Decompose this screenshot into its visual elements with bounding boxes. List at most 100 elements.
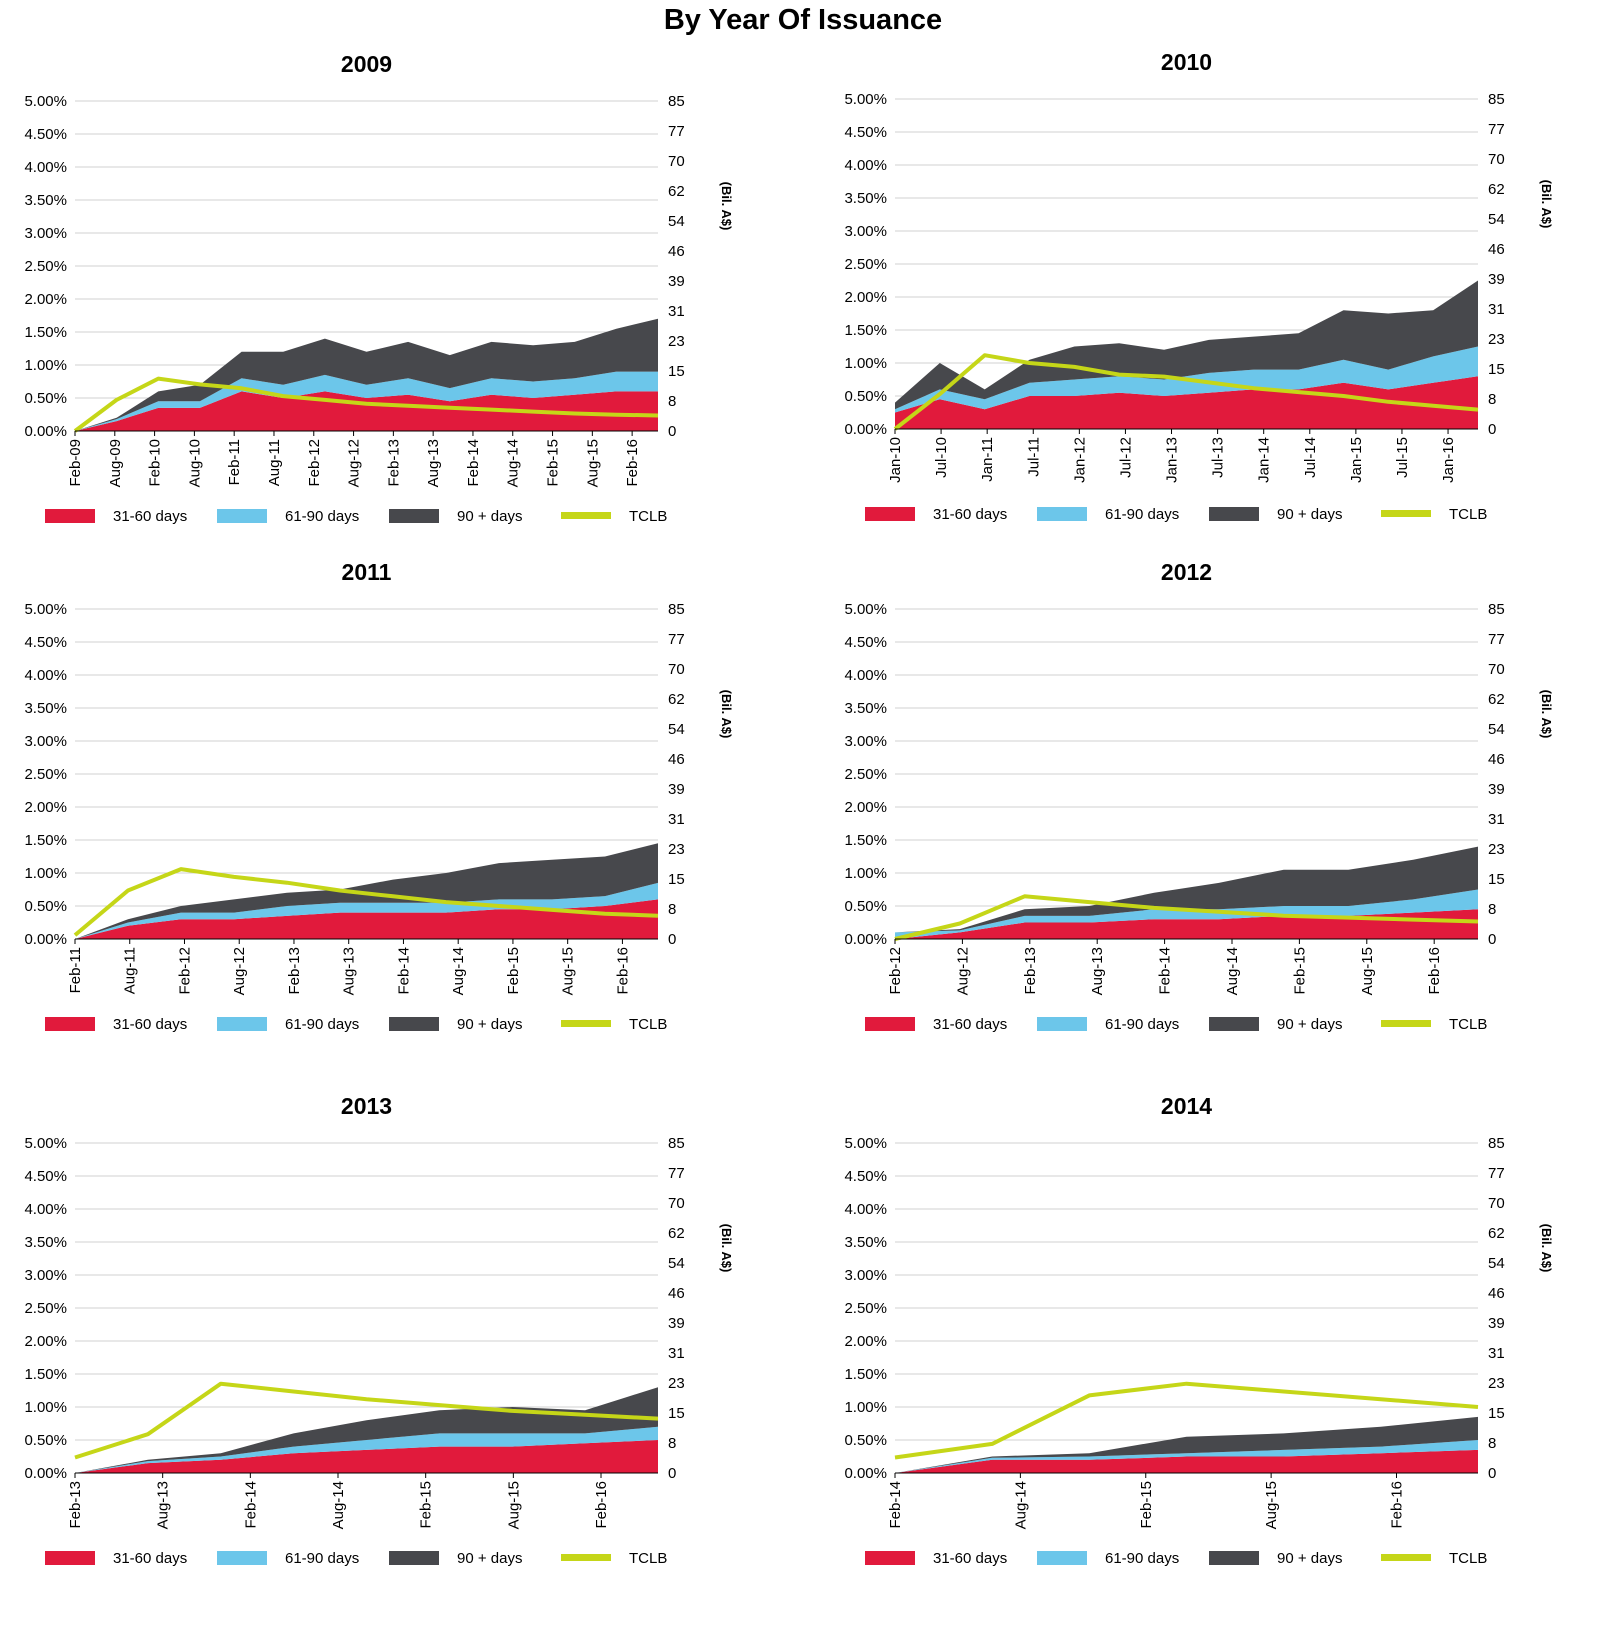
- right-axis-tick: 77: [668, 123, 685, 140]
- right-axis-label: (Bil. A$): [1539, 1224, 1554, 1273]
- left-axis-tick: 2.50%: [24, 258, 67, 275]
- legend-label-d61_90: 61-90 days: [1105, 1016, 1179, 1033]
- legend-swatch-d90p: [1209, 1551, 1259, 1565]
- legend-swatch-d90p: [1209, 507, 1259, 521]
- x-axis-tick-label: Feb-16: [593, 1481, 610, 1529]
- legend-label-d90p: 90 + days: [457, 1550, 522, 1567]
- area-d90p: [75, 843, 658, 939]
- right-axis-tick: 62: [668, 1225, 685, 1242]
- area-d31_60: [75, 1440, 658, 1473]
- x-axis-tick-label: Feb-14: [1157, 947, 1174, 995]
- line-tclb: [893, 353, 1479, 431]
- legend-label-d90p: 90 + days: [1277, 1016, 1342, 1033]
- left-axis-tick: 1.50%: [24, 832, 67, 849]
- right-axis-tick: 15: [668, 1405, 685, 1422]
- x-axis-tick-label: Aug-12: [231, 947, 248, 995]
- legend-swatch-d61_90: [217, 1017, 267, 1031]
- chart-panel-2013: 2013 5.00% 4.50% 4.00% 3.50% 3.00% 2.50% 2.00% 1…: [0, 1088, 800, 1628]
- x-axis-tick-label: Jan-10: [887, 437, 904, 483]
- x-axis-tick-label: Jul-13: [1210, 437, 1227, 478]
- legend-label-d61_90: 61-90 days: [1105, 506, 1179, 523]
- left-axis-tick: 2.50%: [844, 1300, 887, 1317]
- x-axis-tick-label: Jan-11: [979, 437, 996, 482]
- x-axis-tick-label: Aug-12: [346, 439, 363, 487]
- left-axis-tick: 1.00%: [844, 865, 887, 882]
- right-axis-tick: 8: [668, 1435, 676, 1452]
- x-axis-tick-label: Aug-14: [1224, 947, 1241, 995]
- left-axis-tick: 4.00%: [24, 667, 67, 684]
- legend-label-d61_90: 61-90 days: [285, 1016, 359, 1033]
- chart-svg: 2013 5.00% 4.50% 4.00% 3.50% 3.00% 2.50% 2.00% 1…: [24, 1093, 734, 1567]
- right-axis-tick: 62: [668, 691, 685, 708]
- legend-label-tclb: TCLB: [1449, 1550, 1487, 1567]
- right-axis-tick: 31: [1488, 811, 1505, 828]
- legend-swatch-tclb: [561, 512, 611, 519]
- area-d61_90: [75, 882, 658, 939]
- x-axis-tick-label: Feb-12: [306, 439, 323, 487]
- right-axis-tick: 85: [668, 1135, 685, 1152]
- chart-title: 2012: [1161, 559, 1212, 585]
- right-axis-tick: 0: [668, 1465, 676, 1482]
- left-axis-tick: 4.50%: [844, 124, 887, 141]
- legend-label-d61_90: 61-90 days: [1105, 1550, 1179, 1567]
- x-axis-tick-label: Aug-11: [122, 947, 139, 994]
- left-axis-tick: 5.00%: [24, 1135, 67, 1152]
- chart-title: 2014: [1161, 1093, 1212, 1119]
- x-axis-tick-label: Jul-12: [1117, 437, 1134, 478]
- chart-svg: 2012 5.00% 4.50% 4.00% 3.50% 3.00% 2.50% 2.00% 1…: [844, 559, 1554, 1033]
- right-axis-tick: 70: [1488, 1195, 1505, 1212]
- chart-panel-2012: 2012 5.00% 4.50% 4.00% 3.50% 3.00% 2.50% 2.00% 1…: [820, 554, 1606, 1094]
- left-axis-tick: 0.50%: [24, 390, 67, 407]
- left-axis-tick: 4.50%: [24, 1168, 67, 1185]
- left-axis-tick: 4.50%: [844, 634, 887, 651]
- right-axis-tick: 62: [668, 183, 685, 200]
- chart-title: 2011: [342, 559, 392, 585]
- left-axis-tick: 3.50%: [24, 700, 67, 717]
- left-axis-tick: 4.00%: [24, 1201, 67, 1218]
- x-axis-tick-label: Jan-14: [1256, 437, 1273, 483]
- right-axis-tick: 46: [1488, 1285, 1505, 1302]
- x-axis-tick-label: Aug-13: [341, 947, 358, 995]
- left-axis-tick: 2.00%: [844, 799, 887, 816]
- left-axis-tick: 0.00%: [24, 423, 67, 440]
- x-axis-tick-label: Jul-11: [1025, 437, 1042, 477]
- left-axis-tick: 5.00%: [844, 1135, 887, 1152]
- area-d90p: [895, 846, 1478, 933]
- legend-label-tclb: TCLB: [1449, 1016, 1487, 1033]
- left-axis-tick: 2.50%: [24, 1300, 67, 1317]
- x-axis-tick-label: Aug-15: [1359, 947, 1376, 995]
- chart-panel-2010: 2010 5.00% 4.50% 4.00% 3.50% 3.00% 2.50% 2.00% 1…: [820, 44, 1606, 584]
- right-axis-tick: 70: [1488, 151, 1505, 168]
- right-axis-tick: 70: [1488, 661, 1505, 678]
- right-axis-tick: 15: [1488, 1405, 1505, 1422]
- legend-swatch-tclb: [1381, 510, 1431, 517]
- left-axis-tick: 3.50%: [24, 1234, 67, 1251]
- chart-title: 2009: [341, 51, 392, 77]
- x-axis-tick-label: Feb-15: [1138, 1481, 1155, 1529]
- x-axis-tick-label: Feb-16: [1426, 947, 1443, 995]
- right-axis-tick: 0: [668, 423, 676, 440]
- legend-swatch-d61_90: [1037, 1017, 1087, 1031]
- left-axis-tick: 2.00%: [844, 289, 887, 306]
- right-axis-tick: 46: [1488, 751, 1505, 768]
- right-axis-tick: 23: [1488, 1375, 1505, 1392]
- left-axis-tick: 0.00%: [844, 931, 887, 948]
- x-axis-tick-label: Feb-14: [887, 1481, 904, 1529]
- left-axis-tick: 1.00%: [24, 357, 67, 374]
- legend-label-d90p: 90 + days: [1277, 506, 1342, 523]
- right-axis-tick: 31: [668, 303, 685, 320]
- right-axis-tick: 62: [1488, 691, 1505, 708]
- x-axis-tick-label: Aug-11: [266, 439, 283, 486]
- right-axis-tick: 0: [1488, 931, 1496, 948]
- right-axis-tick: 39: [1488, 1315, 1505, 1332]
- x-axis-tick-label: Aug-09: [107, 439, 124, 487]
- legend-label-d90p: 90 + days: [457, 1016, 522, 1033]
- chart-title: 2013: [341, 1093, 392, 1119]
- x-axis-tick-label: Feb-09: [67, 439, 84, 487]
- x-axis-tick-label: Aug-15: [1263, 1481, 1280, 1529]
- legend-swatch-d90p: [1209, 1017, 1259, 1031]
- left-axis-tick: 4.00%: [844, 667, 887, 684]
- left-axis-tick: 1.00%: [844, 355, 887, 372]
- legend-label-d61_90: 61-90 days: [285, 508, 359, 525]
- x-axis-tick-label: Feb-11: [226, 439, 243, 485]
